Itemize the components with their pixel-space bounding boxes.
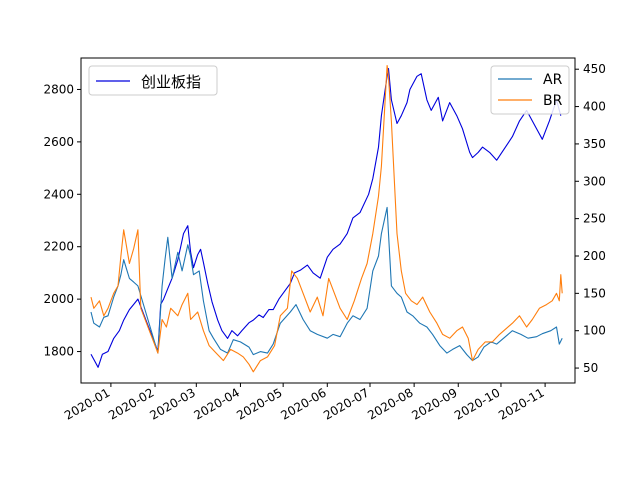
left-axis-ticks: 1800 2000 2200 2400 2600 2800 — [43, 82, 81, 359]
right-tick-label-0: 50 — [583, 361, 598, 375]
right-tick-label-8: 450 — [583, 62, 606, 76]
right-tick-label-2: 150 — [583, 286, 606, 300]
series-line-1 — [90, 206, 563, 362]
right-tick-label-1: 100 — [583, 324, 606, 338]
x-tick-label-6: 2020-07 — [321, 385, 371, 422]
x-tick-label-8: 2020-09 — [409, 385, 459, 422]
x-tick-label-3: 2020-04 — [192, 385, 242, 422]
legend-label-index: 创业板指 — [141, 73, 201, 91]
x-axis-ticks: 2020-012020-022020-032020-042020-052020-… — [62, 383, 547, 423]
x-tick-label-7: 2020-08 — [365, 385, 415, 422]
legend-left-box — [88, 65, 218, 96]
legend-label-ar: AR — [543, 72, 563, 88]
legend-left: 创业板指 — [88, 65, 218, 96]
plot-frame — [80, 57, 576, 384]
right-tick-label-3: 200 — [583, 249, 606, 263]
right-tick-label-4: 250 — [583, 212, 606, 226]
left-tick-label-3: 2400 — [43, 187, 74, 201]
series-line-0 — [90, 67, 562, 368]
legend-right: AR BR — [490, 65, 570, 115]
series-line-2 — [90, 64, 563, 373]
legend-label-br: BR — [543, 93, 563, 109]
x-tick-label-9: 2020-10 — [452, 385, 502, 422]
right-tick-label-6: 350 — [583, 137, 606, 151]
left-tick-label-1: 2000 — [43, 292, 74, 306]
left-tick-label-5: 2800 — [43, 82, 74, 96]
x-tick-label-4: 2020-05 — [234, 385, 284, 422]
left-tick-label-4: 2600 — [43, 135, 74, 149]
series-lines — [90, 64, 563, 373]
x-tick-label-0: 2020-01 — [62, 385, 112, 422]
left-tick-label-2: 2200 — [43, 240, 74, 254]
x-tick-label-10: 2020-11 — [496, 385, 546, 422]
x-tick-label-5: 2020-06 — [278, 385, 328, 422]
left-tick-label-0: 1800 — [43, 345, 74, 359]
right-tick-label-7: 400 — [583, 100, 606, 114]
right-axis-ticks: 50 100 150 200 250 300 350 400 450 — [575, 62, 606, 375]
x-tick-label-2: 2020-03 — [147, 385, 197, 422]
right-tick-label-5: 300 — [583, 174, 606, 188]
x-tick-label-1: 2020-02 — [106, 385, 156, 422]
legend-right-box — [490, 65, 570, 115]
